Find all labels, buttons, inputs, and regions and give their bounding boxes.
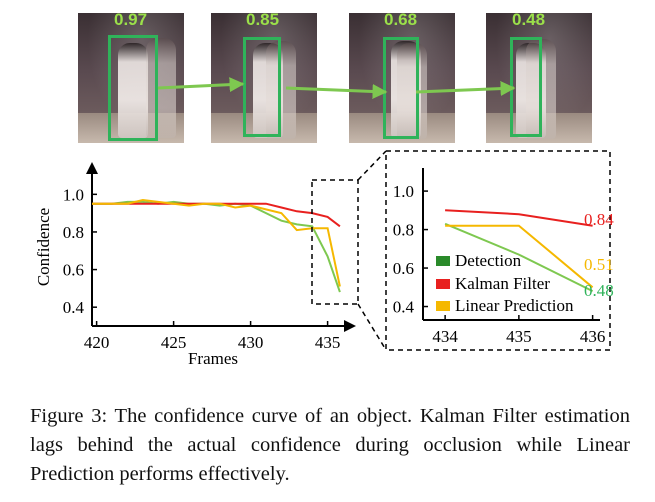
- inset-y-tick-label: 1.0: [393, 182, 414, 201]
- main-x-tick-label: 425: [161, 333, 187, 352]
- inset-series-kalman-filter: [445, 209, 593, 227]
- confidence-score-4: 0.48: [512, 10, 546, 29]
- main-x-tick-label: 420: [84, 333, 110, 352]
- zoom-connector-top: [357, 150, 387, 181]
- track-arrow-2: [285, 83, 388, 99]
- inset-y-tick-label: 0.4: [393, 298, 415, 317]
- main-y-tick-label: 0.4: [63, 298, 85, 317]
- main-y-axis-arrow: [86, 162, 98, 174]
- inset-series-detection: [444, 222, 594, 292]
- inset-y-tick-label: 0.8: [393, 221, 414, 240]
- inset-end-label: 0.51: [584, 255, 614, 274]
- main-x-tick-label: 430: [238, 333, 264, 352]
- track-arrow-3: [415, 81, 516, 97]
- zoom-region-box: [311, 179, 359, 305]
- inset-panel-border: [385, 150, 611, 351]
- legend-label: Detection: [455, 251, 522, 270]
- confidence-score-2: 0.85: [246, 10, 280, 29]
- inset-y-tick-label: 0.6: [393, 259, 414, 278]
- main-series-detection: [92, 200, 341, 293]
- occluder-figure: [266, 41, 296, 139]
- inset-x-tick-label: 435: [506, 327, 532, 346]
- video-frame-4: [486, 13, 592, 143]
- track-arrow-1: [157, 77, 245, 93]
- main-series-kalman-filter: [92, 202, 341, 228]
- main-y-tick-label: 1.0: [63, 185, 84, 204]
- person-figure: [118, 43, 148, 138]
- figure-caption: Figure 3: The confidence curve of an obj…: [30, 405, 630, 485]
- inset-series-linear-prediction: [445, 224, 594, 289]
- video-frame-3: [349, 13, 455, 143]
- main-series-linear-prediction: [92, 198, 341, 287]
- legend-swatch: [436, 301, 450, 311]
- video-frame-2: [211, 13, 317, 143]
- inset-end-label: 0.48: [584, 281, 614, 300]
- legend-swatch: [436, 279, 450, 289]
- main-x-tick-label: 435: [315, 333, 341, 352]
- main-y-label: Confidence: [34, 208, 53, 286]
- main-x-axis-arrow: [344, 320, 356, 332]
- legend-swatch: [436, 256, 450, 266]
- bounding-box: [243, 37, 281, 137]
- confidence-score-3: 0.68: [384, 10, 418, 29]
- main-y-tick-label: 0.8: [63, 223, 84, 242]
- zoom-connector-bottom: [357, 303, 387, 351]
- inset-x-tick-label: 434: [432, 327, 458, 346]
- inset-x-tick-label: 436: [580, 327, 606, 346]
- inset-end-label: 0.84: [584, 210, 614, 229]
- confidence-score-1: 0.97: [114, 10, 148, 29]
- main-x-label: Frames: [188, 349, 238, 368]
- legend-label: Kalman Filter: [455, 274, 550, 293]
- main-y-tick-label: 0.6: [63, 261, 84, 280]
- bounding-box: [108, 35, 158, 141]
- legend-label: Linear Prediction: [455, 296, 574, 315]
